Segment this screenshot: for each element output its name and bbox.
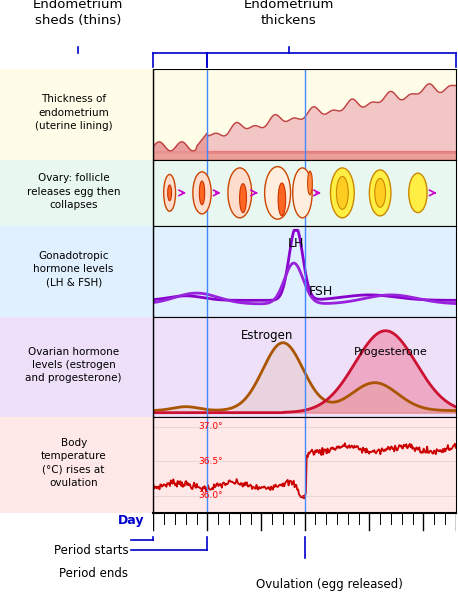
Ellipse shape <box>293 168 312 218</box>
Text: FSH: FSH <box>309 285 333 298</box>
Text: Progesterone: Progesterone <box>354 347 428 357</box>
Text: Thickness of
endometrium
(uterine lining): Thickness of endometrium (uterine lining… <box>35 94 113 131</box>
Text: Gonadotropic
hormone levels
(LH & FSH): Gonadotropic hormone levels (LH & FSH) <box>33 251 114 287</box>
Ellipse shape <box>193 172 211 214</box>
Ellipse shape <box>228 168 252 218</box>
Ellipse shape <box>278 183 286 216</box>
Text: 25: 25 <box>416 539 431 550</box>
Text: 36.0°: 36.0° <box>199 491 224 500</box>
Ellipse shape <box>199 181 205 205</box>
Text: 28: 28 <box>448 539 458 550</box>
Text: 14: 14 <box>297 539 312 550</box>
Ellipse shape <box>168 185 172 201</box>
Text: 37.0°: 37.0° <box>199 422 224 431</box>
Text: Estrogen: Estrogen <box>240 329 293 342</box>
Text: Ovary: follicle
releases egg then
collapses: Ovary: follicle releases egg then collap… <box>27 173 120 210</box>
Text: Ovulation (egg released): Ovulation (egg released) <box>256 578 403 591</box>
Text: Endometrium
thickens: Endometrium thickens <box>243 0 334 27</box>
Text: 20: 20 <box>362 539 376 550</box>
Ellipse shape <box>308 171 312 195</box>
Text: Endometrium
sheds (thins): Endometrium sheds (thins) <box>33 0 123 27</box>
Ellipse shape <box>331 168 354 218</box>
Text: Day: Day <box>118 514 145 527</box>
Text: Period starts: Period starts <box>54 544 128 557</box>
Text: 10: 10 <box>254 539 269 550</box>
Text: 36.5°: 36.5° <box>199 457 224 466</box>
Ellipse shape <box>337 176 348 209</box>
Ellipse shape <box>375 178 386 208</box>
Ellipse shape <box>369 170 391 216</box>
Ellipse shape <box>240 184 246 212</box>
Text: Body
temperature
(°C) rises at
ovulation: Body temperature (°C) rises at ovulation <box>41 438 106 488</box>
Ellipse shape <box>409 173 427 212</box>
Text: Period ends: Period ends <box>59 567 128 580</box>
Ellipse shape <box>164 175 175 211</box>
Text: LH: LH <box>288 236 304 250</box>
Text: 0: 0 <box>150 539 157 550</box>
Ellipse shape <box>265 167 290 219</box>
Text: Ovarian hormone
levels (estrogen
and progesterone): Ovarian hormone levels (estrogen and pro… <box>25 347 122 383</box>
Text: 5: 5 <box>204 539 211 550</box>
